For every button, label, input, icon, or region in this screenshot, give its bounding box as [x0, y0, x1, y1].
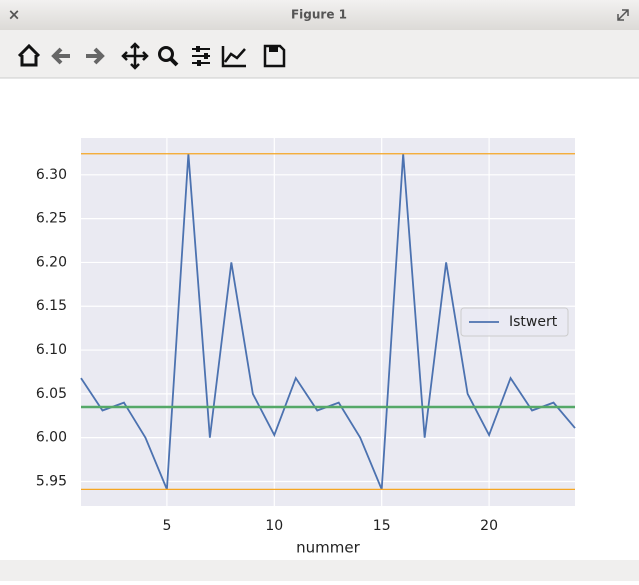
y-tick-label: 6.00 — [36, 430, 67, 446]
x-tick-label: 15 — [373, 518, 391, 534]
save-button[interactable] — [263, 44, 286, 68]
pan-button[interactable] — [121, 42, 149, 70]
window-title: Figure 1 — [291, 8, 347, 22]
legend-box — [460, 307, 569, 337]
home-button[interactable] — [17, 43, 41, 67]
status-bar — [0, 560, 639, 581]
title-bar — [0, 0, 639, 30]
x-tick-label: 10 — [265, 518, 283, 534]
back-button[interactable] — [51, 47, 70, 65]
axes-button[interactable] — [221, 46, 246, 68]
x-tick-label: 5 — [162, 518, 171, 534]
y-tick-label: 6.05 — [36, 386, 67, 402]
x-tick-label: 20 — [480, 518, 498, 534]
y-tick-label: 6.15 — [36, 298, 67, 314]
x-axis-label: nummer — [296, 539, 360, 557]
toolbar — [0, 30, 639, 78]
forward-button[interactable] — [86, 47, 105, 65]
zoom-button[interactable] — [158, 46, 174, 62]
y-tick-label: 5.95 — [36, 473, 67, 489]
maximize-button[interactable] — [617, 9, 629, 21]
y-tick-label: 6.20 — [36, 254, 67, 270]
toolbar-icons — [17, 42, 286, 70]
y-tick-label: 6.10 — [36, 342, 67, 358]
y-tick-label: 6.30 — [36, 167, 67, 183]
y-tick-label: 6.25 — [36, 211, 67, 227]
close-button[interactable]: × — [8, 6, 21, 24]
legend-label: Istwert — [509, 314, 558, 330]
